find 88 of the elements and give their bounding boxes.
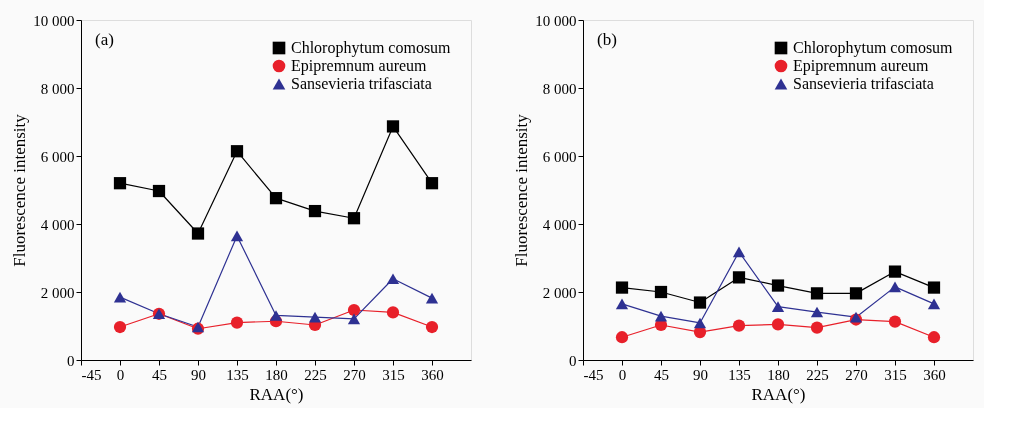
x-axis-title: RAA(°) — [751, 384, 806, 404]
point — [425, 177, 439, 190]
point — [615, 298, 629, 310]
x-tick-label: 135 — [728, 366, 751, 383]
annotation: (b) — [597, 30, 617, 49]
point — [927, 281, 941, 294]
point — [615, 331, 629, 344]
point — [386, 306, 400, 319]
x-tick-label: 180 — [265, 366, 288, 383]
x-tick-label: 90 — [191, 366, 206, 383]
point — [269, 310, 283, 321]
x-tick-label: 180 — [767, 366, 790, 383]
point — [230, 145, 244, 158]
point — [269, 192, 283, 205]
x-tick-label: 270 — [343, 366, 366, 383]
point — [693, 296, 707, 309]
point — [732, 271, 746, 284]
x-tick-label: 225 — [806, 366, 829, 383]
y-tick-label: 2 000 — [542, 284, 577, 301]
y-tick-label: 6 000 — [542, 148, 577, 165]
point — [230, 230, 244, 242]
point — [230, 316, 244, 329]
point — [308, 204, 322, 218]
y-tick-label: 8 000 — [542, 80, 577, 97]
x-tick-label: 315 — [382, 366, 405, 383]
point — [654, 285, 668, 299]
y-tick-label: 10 000 — [33, 12, 75, 29]
legend-label: Epipremnum aureum — [793, 57, 930, 75]
point — [347, 212, 361, 225]
y-tick-label: 0 — [569, 352, 577, 369]
point — [849, 287, 863, 300]
point — [152, 184, 166, 198]
annotation: (a) — [95, 30, 114, 49]
x-tick-label: -45 — [81, 366, 102, 383]
point — [425, 292, 439, 304]
y-tick-label: 10 000 — [535, 12, 577, 29]
x-tick-label: 225 — [304, 366, 327, 383]
x-tick-label: 360 — [923, 366, 946, 383]
point — [810, 321, 824, 334]
point — [810, 287, 824, 300]
point — [654, 310, 668, 322]
point — [927, 298, 941, 310]
point — [113, 177, 127, 190]
x-axis-title: RAA(°) — [249, 384, 304, 404]
x-tick-label: 315 — [884, 366, 907, 383]
point — [927, 331, 941, 344]
y-tick-label: 8 000 — [40, 80, 75, 97]
y-tick-label: 4 000 — [542, 216, 577, 233]
x-tick-label: 0 — [618, 366, 627, 383]
point — [771, 279, 785, 292]
x-tick-label: 45 — [654, 366, 669, 383]
x-tick-label: 360 — [421, 366, 444, 383]
legend-label: Sansevieria trifasciata — [793, 75, 934, 92]
x-tick-label: 135 — [226, 366, 249, 383]
x-tick-label: 0 — [116, 366, 125, 383]
x-tick-label: 270 — [845, 366, 868, 383]
point — [771, 301, 785, 312]
point — [810, 306, 824, 318]
y-tick-label: 6 000 — [40, 148, 75, 165]
y-tick-label: 0 — [67, 352, 75, 369]
point — [347, 303, 361, 317]
point — [888, 281, 902, 293]
point — [113, 320, 127, 334]
legend-label: Epipremnum aureum — [291, 57, 428, 75]
point — [732, 246, 746, 258]
point — [308, 311, 322, 323]
y-axis-title: Fluorescence intensity — [512, 113, 532, 267]
x-tick-label: 90 — [693, 366, 708, 383]
point — [732, 319, 746, 332]
y-tick-label: 2 000 — [40, 284, 75, 301]
legend-label: Chlorophytum comosum — [793, 39, 954, 57]
y-tick-label: 4 000 — [40, 216, 75, 233]
point — [191, 227, 205, 240]
point — [693, 317, 707, 329]
point — [386, 273, 400, 285]
point — [771, 318, 785, 331]
x-tick-label: 45 — [152, 366, 167, 383]
point — [888, 265, 902, 278]
point — [615, 281, 629, 294]
point — [888, 315, 902, 328]
point — [113, 291, 127, 303]
point — [425, 320, 439, 334]
point — [347, 313, 361, 325]
legend-label: Chlorophytum comosum — [291, 39, 452, 57]
x-tick-label: -45 — [583, 366, 604, 383]
y-axis-title: Fluorescence intensity — [10, 113, 30, 267]
point — [386, 120, 400, 133]
legend-label: Sansevieria trifasciata — [291, 75, 432, 92]
